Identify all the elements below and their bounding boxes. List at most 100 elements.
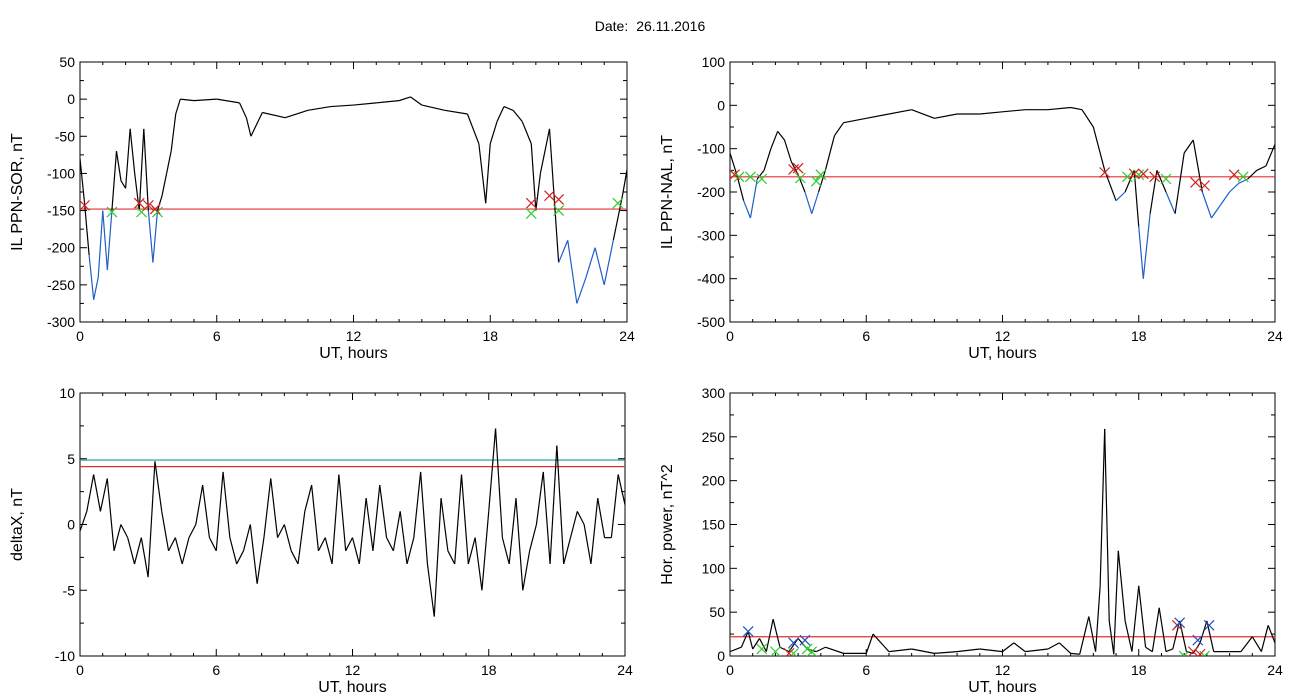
chart-4-series-segment — [911, 648, 935, 654]
chart-3-series-segment — [147, 461, 156, 578]
chart-1-series-segment — [166, 151, 172, 174]
chart-1-series-segment — [97, 210, 104, 278]
chart-2-end-marker — [1149, 171, 1161, 183]
chart-3-series-segment — [249, 524, 258, 584]
chart-1-series-segment — [503, 106, 514, 111]
chart-3-series-segment — [317, 537, 326, 552]
chart-3-xtick-label: 0 — [76, 662, 84, 678]
chart-1-series-segment — [376, 100, 400, 104]
chart-3-series-segment — [195, 484, 204, 525]
chart-2-series-segment — [804, 191, 813, 214]
chart-1-ytick-label: -150 — [47, 203, 75, 219]
chart-3-series-segment — [181, 537, 190, 565]
chart-3-series-segment — [542, 471, 551, 564]
chart-3-series-segment — [515, 498, 524, 591]
chart-3-series-segment — [556, 445, 565, 564]
chart-1-end-marker — [133, 197, 145, 209]
chart-4-series-segment — [765, 619, 774, 652]
chart-2-start-marker — [1121, 171, 1133, 183]
chart-3-series-segment — [290, 550, 299, 565]
chart-1-series-segment — [120, 180, 127, 189]
chart-3-series-segment — [120, 524, 129, 538]
chart-1-series-segment — [398, 96, 411, 102]
chart-3-series-segment — [392, 511, 401, 551]
date-value: 26.11.2016 — [636, 18, 706, 34]
chart-3-series-segment — [99, 478, 108, 512]
chart-1-series-segment — [129, 128, 136, 174]
chart-4-ytick-label: 100 — [702, 560, 726, 576]
chart-4-start-marker — [1203, 650, 1211, 656]
chart-2-ytick-label: -400 — [697, 271, 725, 287]
chart-1-series-segment — [250, 112, 263, 137]
chart-1-end-marker — [553, 194, 565, 205]
chart-1-ylabel: IL PPN-SOR, nT — [9, 133, 26, 251]
chart-4-series-segment — [1117, 550, 1126, 621]
chart-1-series-segment — [238, 102, 247, 118]
chart-3-xtick-label: 12 — [345, 662, 361, 678]
chart-4-series-segment — [772, 619, 781, 648]
chart-3-series-segment — [311, 484, 320, 551]
chart-2-end-marker — [1128, 168, 1140, 180]
chart-1-series-segment — [621, 169, 627, 196]
chart-2-series-segment — [888, 109, 912, 115]
chart-4-frame — [729, 392, 1276, 657]
chart-2-series-segment — [811, 191, 820, 214]
chart-3-series-segment — [283, 524, 292, 551]
chart-1-xtick-label: 24 — [619, 328, 635, 344]
chart-1-xtick-label: 18 — [482, 328, 498, 344]
chart-3-series-segment — [127, 537, 136, 565]
chart-3-series-segment — [467, 537, 476, 565]
chart-4-series-segment — [1158, 607, 1167, 652]
chart-3-series-segment — [338, 474, 347, 551]
chart-4-ytick-label: 50 — [709, 604, 725, 620]
chart-2-series-segment — [1229, 182, 1240, 193]
chart-3-series-segment — [331, 474, 340, 564]
chart-2-series-segment — [743, 200, 751, 219]
chart-1-start-marker — [612, 197, 624, 209]
chart-2-series-segment — [911, 109, 935, 119]
chart-1-series-segment — [410, 96, 423, 106]
chart-1-series-segment — [102, 210, 108, 271]
chart-4-series-segment — [1099, 428, 1106, 586]
chart-1-series-segment — [594, 247, 605, 286]
chart-3-series-segment — [413, 471, 422, 538]
chart-3-series-segment — [474, 537, 483, 591]
chart-1-series-segment — [180, 98, 195, 102]
chart-1-series-segment — [147, 210, 154, 263]
chart-2-series-segment — [817, 170, 826, 193]
chart-3-series-segment — [597, 498, 606, 538]
chart-1-series-segment — [612, 195, 624, 241]
chart-4-series-segment — [1095, 585, 1101, 652]
chart-2-series-segment — [1133, 170, 1140, 227]
chart-1-end-marker — [149, 203, 161, 215]
chart-2-series-segment — [777, 130, 785, 141]
chart-1-end-marker — [525, 197, 537, 209]
chart-2-start-marker — [794, 172, 806, 184]
chart-2-series-segment — [1138, 226, 1144, 279]
chart-3-ytick-label: 5 — [67, 451, 75, 467]
chart-4-series-segment — [825, 646, 844, 654]
chart-1-series-segment — [216, 98, 240, 104]
chart-1-series-segment — [603, 240, 614, 285]
chart-1-xtick-label: 6 — [213, 328, 221, 344]
chart-4-start-marker — [1178, 650, 1186, 656]
chart-4-series-segment — [1108, 620, 1115, 655]
chart-3-series-segment — [372, 484, 381, 551]
chart-2-end-marker — [1199, 180, 1211, 191]
chart-4-ylabel: Hor. power, nT^2 — [659, 464, 676, 585]
chart-4-series-segment — [1138, 585, 1147, 648]
chart-4-series-segment — [816, 646, 826, 653]
chart-2-xlabel: UT, hours — [968, 345, 1036, 362]
chart-4-xtick-label: 12 — [995, 662, 1011, 678]
chart-3-series-segment — [420, 471, 429, 564]
chart-3-series-segment — [399, 511, 408, 565]
chart-2-end-marker — [792, 162, 804, 174]
chart-3-series-segment — [590, 498, 599, 565]
chart-4-xlabel: UT, hours — [968, 679, 1036, 696]
chart-1-series-segment — [170, 113, 177, 152]
chart-2-ytick-label: -200 — [697, 184, 725, 200]
chart-2-ytick-label: -300 — [697, 227, 725, 243]
chart-4-series-segment — [872, 633, 890, 653]
chart-2-series-segment — [1002, 109, 1026, 113]
chart-2-start-marker — [745, 171, 756, 183]
